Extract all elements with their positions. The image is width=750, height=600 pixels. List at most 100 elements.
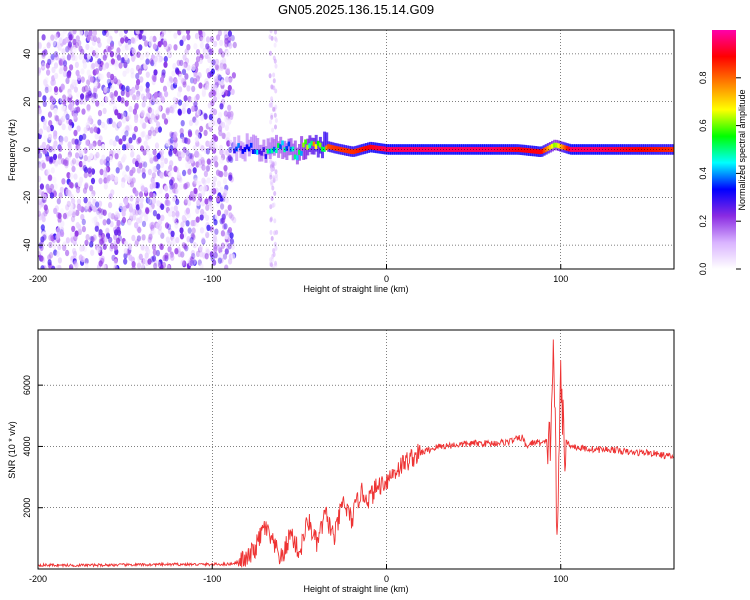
spectrogram-noise-cell — [155, 222, 160, 230]
spectrogram-noise-cell — [211, 89, 216, 97]
spectrogram-noise-cell — [89, 76, 94, 83]
spectrogram-track-cell — [515, 147, 518, 152]
spectrogram-track-halo — [310, 137, 314, 155]
spectrogram-noise-cell — [272, 106, 276, 112]
spectrogram-track-cell — [576, 147, 579, 152]
spectrogram-noise-cell — [273, 58, 277, 64]
spectrogram-noise-cell — [229, 156, 234, 163]
spectrogram-noise-cell — [156, 261, 161, 268]
spectrogram-noise-cell — [163, 55, 168, 63]
spectrogram-noise-cell — [180, 77, 185, 85]
spectrogram-noise-cell — [144, 252, 149, 259]
spectrogram-track-halo — [289, 138, 293, 155]
spectrogram-noise-cell — [39, 244, 44, 251]
spectrogram-noise-cell — [116, 54, 121, 61]
spectrogram-noise-cell — [156, 200, 161, 207]
spectrogram-noise-cell — [40, 200, 45, 207]
spectrogram-noise-cell — [195, 49, 201, 56]
spectrogram-noise-cell — [86, 105, 91, 112]
spectrogram-noise-cell — [168, 164, 173, 172]
spectrogram-noise-cell — [73, 234, 78, 242]
spectrogram-noise-cell — [219, 103, 224, 110]
spectrogram-noise-cell — [209, 205, 215, 212]
spectrogram-noise-cell — [183, 137, 188, 144]
spectrogram-track-cell — [632, 147, 636, 152]
spectrogram-noise-cell — [153, 92, 158, 99]
spectrogram-noise-cell — [123, 240, 129, 247]
spectrogram-noise-cell — [48, 146, 53, 153]
spectrogram-noise-cell — [73, 173, 78, 180]
spectrogram-track-cell — [272, 146, 276, 152]
spectrogram-noise-cell — [224, 76, 230, 83]
spectrogram-noise-cell — [99, 238, 104, 246]
spectrogram-noise-cell — [210, 100, 215, 107]
spectrogram-noise-cell — [167, 240, 172, 247]
spectrogram-noise-cell — [152, 210, 157, 217]
spectrogram-noise-cell — [78, 134, 83, 142]
spectrogram-noise-cell — [185, 155, 190, 162]
spectrogram-noise-cell — [163, 61, 168, 68]
spectrogram-noise-cell — [54, 161, 59, 168]
spectrogram-noise-cell — [167, 246, 172, 253]
spectrogram-noise-cell — [174, 222, 179, 229]
spectrogram-noise-cell — [269, 50, 272, 56]
spectrogram-noise-cell — [56, 118, 61, 125]
spectrogram-noise-cell — [271, 185, 275, 191]
spectrogram-noise-cell — [66, 54, 71, 61]
spectrogram-noise-cell — [118, 138, 123, 145]
spectrogram-noise-cell — [274, 124, 277, 130]
spectrogram-track-cell — [293, 154, 297, 160]
spectrogram-noise-cell — [222, 253, 228, 260]
spectrogram-noise-cell — [95, 100, 100, 107]
spectrogram-noise-cell — [84, 258, 89, 265]
spectrogram-noise-cell — [130, 37, 135, 44]
spectrogram-track-cell — [295, 155, 299, 161]
spectrogram-noise-cell — [186, 44, 191, 51]
spectrogram-noise-cell — [42, 148, 47, 155]
spectrogram-noise-cell — [43, 210, 48, 217]
spectrogram-noise-cell — [50, 34, 55, 41]
spectrogram-noise-cell — [94, 47, 99, 55]
spectrogram-noise-cell — [131, 55, 136, 62]
snr-panel: -200 -100 0 100 2000 4000 6000 Height of stra… — [7, 329, 675, 594]
spectrogram-noise-cell — [107, 212, 113, 219]
spectrogram-noise-cell — [171, 70, 176, 77]
spectrogram-noise-cell — [78, 150, 83, 158]
spectrogram-noise-cell — [53, 249, 58, 256]
spectrogram-noise-cell — [123, 247, 128, 255]
spectrogram-noise-cell — [104, 166, 109, 174]
spectrogram-noise-cell — [270, 196, 274, 201]
spectrogram-noise-cell — [155, 109, 160, 116]
spectrogram-noise-cell — [198, 30, 203, 36]
spectrogram-noise-cell — [125, 165, 130, 172]
spectrogram-noise-cell — [93, 81, 98, 89]
spectrogram-noise-cell — [155, 182, 160, 189]
spectrogram-noise-cell — [162, 85, 168, 93]
spectrogram-noise-cell — [169, 160, 174, 167]
spectrogram-noise-cell — [158, 218, 163, 226]
spectrogram-noise-cell — [190, 249, 195, 257]
spectrogram-noise-cell — [85, 139, 90, 146]
spectrogram-noise-cell — [71, 158, 77, 165]
spectrogram-noise-cell — [146, 91, 151, 98]
spectrogram-noise-cell — [83, 154, 88, 162]
spectrogram-noise-cell — [140, 131, 145, 138]
spectrogram-noise-cell — [143, 187, 148, 194]
spectrogram-noise-cell — [106, 31, 111, 39]
spectrogram-noise-cell — [156, 121, 161, 128]
spectrogram-noise-cell — [169, 131, 174, 138]
spectrogram-track-halo — [287, 138, 291, 156]
spectrogram-track-cell — [344, 147, 347, 153]
spectrogram-noise-cell — [173, 141, 178, 148]
spectrogram-noise-cell — [164, 222, 170, 229]
spectrogram-noise-cell — [168, 150, 173, 157]
spectrogram-noise-cell — [61, 123, 66, 131]
spectrogram-noise-cell — [175, 236, 180, 244]
spectrogram-track-cell — [237, 143, 240, 148]
spectrogram-track-cell — [561, 144, 564, 150]
spectrogram-noise-cell — [166, 264, 171, 269]
spectrogram-noise-cell — [54, 205, 59, 212]
spectrogram-noise-cell — [82, 98, 87, 105]
spectrogram-track-cell — [546, 145, 550, 151]
spectrogram-noise-cell — [68, 119, 73, 126]
